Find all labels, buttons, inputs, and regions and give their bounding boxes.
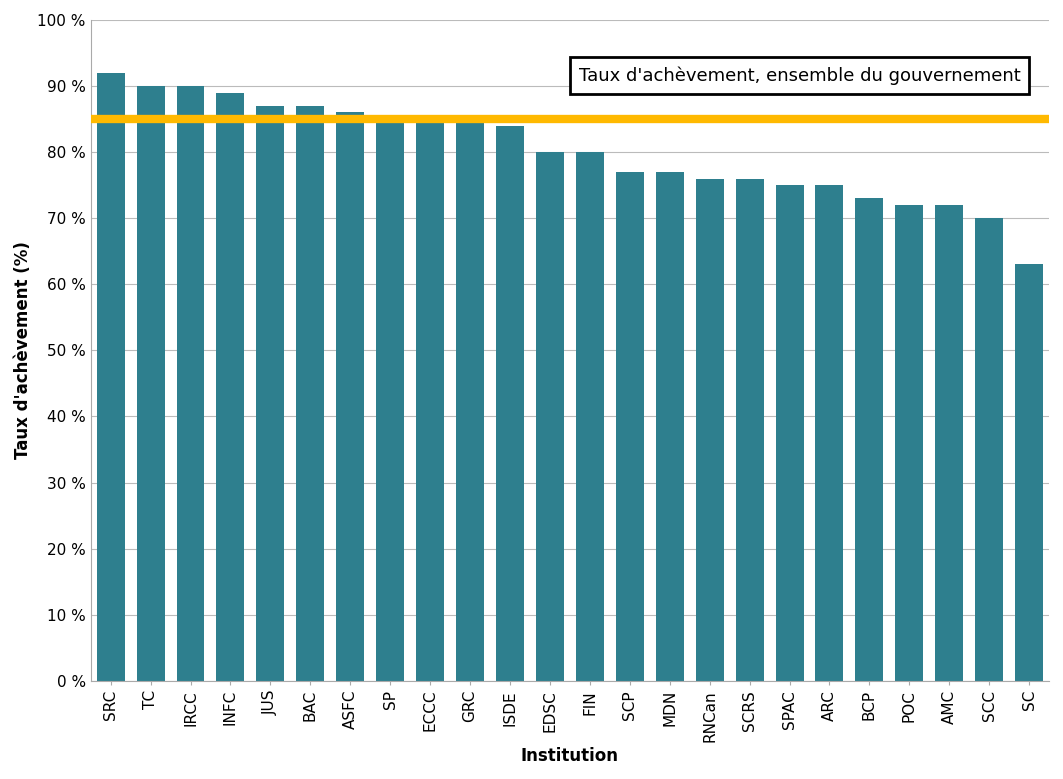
Bar	[137, 86, 165, 681]
Bar	[615, 172, 644, 681]
Bar	[736, 178, 763, 681]
Bar	[935, 205, 963, 681]
Bar	[695, 178, 724, 681]
Bar	[975, 218, 1003, 681]
Bar	[336, 112, 365, 681]
Bar	[496, 125, 524, 681]
Bar	[376, 119, 404, 681]
Bar	[776, 185, 804, 681]
Bar	[536, 152, 563, 681]
Bar	[217, 93, 244, 681]
Bar	[815, 185, 843, 681]
Bar	[297, 106, 324, 681]
Bar	[856, 199, 883, 681]
Text: Taux d'achèvement, ensemble du gouvernement: Taux d'achèvement, ensemble du gouvernem…	[578, 66, 1020, 85]
Bar	[416, 119, 444, 681]
Bar	[456, 119, 484, 681]
X-axis label: Institution: Institution	[521, 747, 619, 765]
Bar	[1015, 264, 1043, 681]
Bar	[576, 152, 604, 681]
Bar	[895, 205, 924, 681]
Bar	[656, 172, 684, 681]
Y-axis label: Taux d'achèvement (%): Taux d'achèvement (%)	[14, 241, 32, 460]
Bar	[256, 106, 285, 681]
Bar	[97, 72, 124, 681]
Bar	[176, 86, 204, 681]
